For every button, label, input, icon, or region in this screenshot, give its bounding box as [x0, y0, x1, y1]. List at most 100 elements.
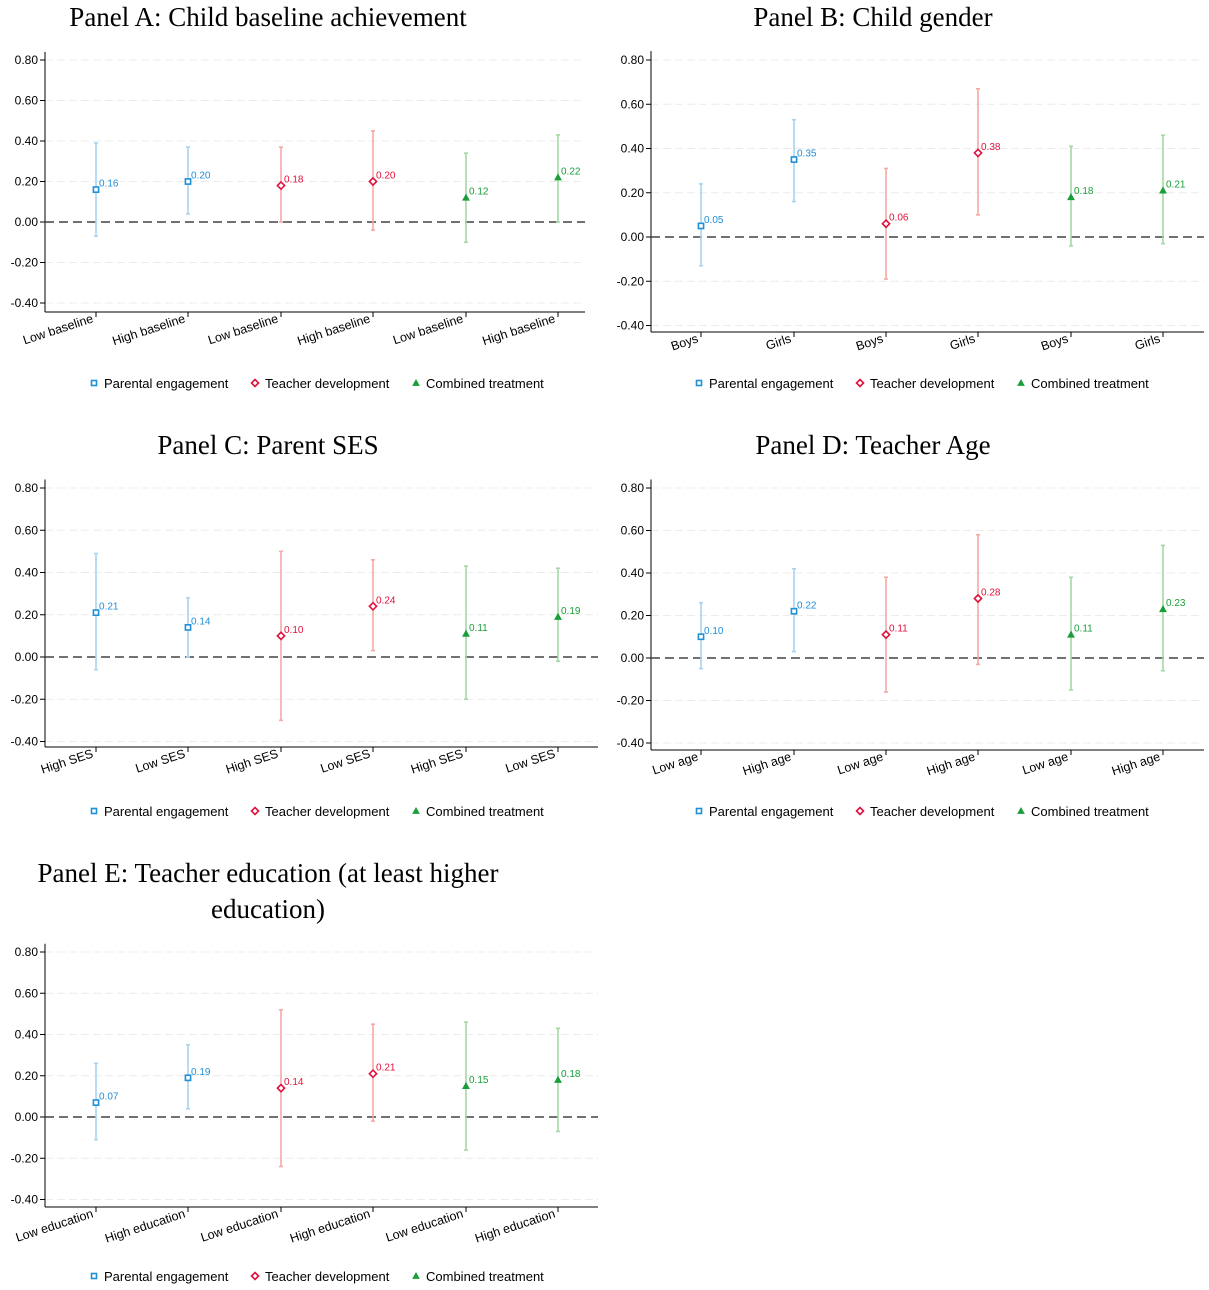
point-marker — [790, 607, 798, 615]
x-tick-label: High baseline — [481, 312, 557, 349]
legend-marker — [1017, 806, 1025, 814]
data-label: 0.19 — [191, 1067, 211, 1078]
point-marker — [790, 156, 798, 163]
data-label: 0.35 — [797, 149, 817, 160]
legend-label: Combined treatment — [1031, 804, 1149, 819]
legend-label: Combined treatment — [426, 804, 544, 819]
legend-marker — [250, 378, 260, 388]
y-tick-label: 0.80 — [15, 481, 39, 495]
x-tick-label: Low SES — [504, 747, 557, 776]
y-tick-label: -0.40 — [11, 1193, 39, 1207]
panel-title: Panel B: Child gender — [753, 2, 992, 32]
x-tick-label: Low SES — [134, 747, 187, 776]
point-marker — [368, 1068, 378, 1079]
data-label: 0.21 — [99, 602, 119, 613]
x-tick-label: Low education — [199, 1207, 280, 1245]
point-marker — [184, 1074, 192, 1082]
legend-label: Combined treatment — [426, 376, 544, 391]
y-tick-label: 0.40 — [15, 1028, 39, 1042]
data-label: 0.11 — [469, 623, 488, 634]
point-marker — [1067, 193, 1075, 201]
legend-label: Teacher development — [870, 804, 995, 819]
y-tick-label: 0.20 — [15, 608, 39, 622]
data-label: 0.11 — [889, 624, 908, 635]
point-marker — [462, 193, 470, 201]
data-label: 0.28 — [981, 588, 1001, 599]
legend-marker — [412, 806, 420, 814]
legend-label: Combined treatment — [1031, 376, 1149, 391]
y-tick-label: -0.40 — [617, 319, 645, 333]
point-marker — [368, 176, 378, 187]
y-tick-label: 0.40 — [621, 566, 645, 580]
data-label: 0.22 — [797, 600, 817, 611]
x-tick-label: High SES — [39, 747, 95, 777]
y-tick-label: -0.20 — [11, 256, 39, 270]
x-tick-label: Low baseline — [206, 312, 280, 348]
legend-label: Parental engagement — [104, 804, 229, 819]
y-tick-label: 0.00 — [621, 651, 645, 665]
legend-marker — [90, 807, 98, 815]
x-tick-label: Girls — [764, 332, 793, 353]
x-tick-label: Low age — [836, 750, 885, 778]
legend-label: Teacher development — [265, 376, 390, 391]
point-marker — [462, 1081, 470, 1090]
point-marker — [1067, 630, 1075, 638]
point-marker — [554, 1075, 562, 1083]
point-marker — [554, 173, 562, 181]
data-label: 0.14 — [191, 616, 211, 627]
data-label: 0.23 — [1166, 598, 1186, 609]
point-marker — [881, 629, 891, 640]
y-tick-label: 0.60 — [15, 94, 39, 108]
point-marker — [697, 633, 705, 641]
point-marker — [697, 222, 705, 230]
x-tick-label: High baseline — [111, 312, 187, 349]
legend-marker — [90, 379, 98, 387]
x-tick-label: High education — [288, 1207, 372, 1246]
data-label: 0.18 — [561, 1069, 581, 1080]
legend-label: Teacher development — [870, 376, 995, 391]
point-marker — [973, 148, 983, 158]
y-tick-label: 0.60 — [621, 524, 645, 538]
x-tick-label: Low age — [651, 750, 700, 778]
legend-marker — [695, 807, 703, 815]
point-marker — [276, 180, 286, 191]
y-tick-label: 0.80 — [15, 945, 39, 959]
point-marker — [92, 609, 100, 617]
panel-title: Panel D: Teacher Age — [755, 430, 990, 460]
legend-label: Parental engagement — [104, 376, 229, 391]
y-tick-label: 0.00 — [621, 230, 645, 244]
data-label: 0.10 — [704, 626, 724, 637]
x-tick-label: High SES — [224, 747, 280, 777]
data-label: 0.20 — [191, 171, 211, 182]
y-tick-label: 0.60 — [621, 97, 645, 111]
legend-label: Parental engagement — [709, 804, 834, 819]
point-marker — [184, 178, 192, 185]
y-tick-label: -0.40 — [11, 296, 39, 310]
y-tick-label: -0.20 — [617, 274, 645, 288]
y-tick-label: -0.20 — [617, 694, 645, 708]
x-tick-label: High age — [1110, 750, 1162, 779]
legend-label: Parental engagement — [709, 376, 834, 391]
legend-label: Teacher development — [265, 1269, 390, 1284]
data-label: 0.05 — [704, 215, 724, 226]
data-label: 0.20 — [376, 171, 396, 182]
y-tick-label: 0.60 — [15, 523, 39, 537]
y-tick-label: -0.20 — [11, 1151, 39, 1165]
data-label: 0.38 — [981, 142, 1001, 153]
panel-title: education) — [211, 894, 325, 924]
panel-d: Panel D: Teacher Age 0.80 0.60 0.40 0.20 0.00… — [617, 430, 1204, 819]
x-tick-label: Low baseline — [391, 312, 465, 348]
y-tick-label: -0.20 — [11, 692, 39, 706]
y-tick-label: 0.40 — [15, 134, 39, 148]
legend-marker — [90, 1272, 98, 1280]
legend-marker — [412, 1271, 420, 1279]
y-tick-label: 0.20 — [15, 175, 39, 189]
y-tick-label: 0.20 — [621, 609, 645, 623]
point-marker — [92, 186, 100, 193]
legend-label: Teacher development — [265, 804, 390, 819]
point-marker — [368, 601, 378, 612]
point-marker — [276, 631, 286, 641]
x-tick-label: High baseline — [296, 312, 372, 349]
data-label: 0.21 — [1166, 180, 1186, 191]
